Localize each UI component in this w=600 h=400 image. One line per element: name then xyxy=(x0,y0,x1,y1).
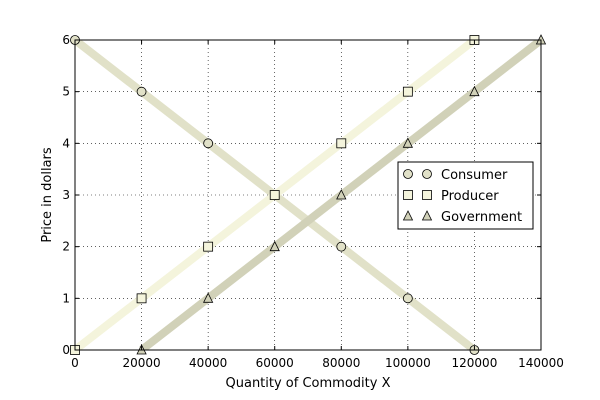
x-axis-label: Quantity of Commodity X xyxy=(226,376,391,391)
legend-label: Government xyxy=(441,210,522,225)
data-point xyxy=(336,241,347,252)
x-tick-label: 60000 xyxy=(256,356,294,370)
x-tick-label: 0 xyxy=(71,356,79,370)
legend-marker xyxy=(402,210,414,221)
data-point xyxy=(202,292,214,303)
data-point xyxy=(269,190,280,200)
data-point xyxy=(402,86,413,97)
legend-box xyxy=(397,161,534,230)
data-point xyxy=(402,293,413,304)
data-point xyxy=(203,241,214,252)
axis-ticks: 0 20000 40000 60000 80000 100000 120000 140000 0… xyxy=(62,33,564,370)
y-tick-label: 5 xyxy=(62,85,70,99)
data-point xyxy=(136,86,147,97)
legend-marker xyxy=(422,190,432,200)
series-government xyxy=(136,34,547,355)
data-point xyxy=(203,138,214,149)
legend-entry-consumer: Consumer xyxy=(403,168,508,183)
x-tick-label: 20000 xyxy=(122,356,160,370)
series-group xyxy=(70,34,547,355)
y-tick-label: 6 xyxy=(62,33,70,47)
data-point xyxy=(336,138,347,149)
data-point xyxy=(136,293,147,304)
y-tick-label: 3 xyxy=(62,188,70,202)
y-tick-label: 4 xyxy=(62,136,70,150)
legend-marker xyxy=(403,169,413,179)
data-point xyxy=(269,240,280,252)
x-tick-label: 100000 xyxy=(385,356,431,370)
data-point xyxy=(402,137,414,148)
y-axis-label: Price in dollars xyxy=(40,147,55,243)
legend-label: Producer xyxy=(441,189,499,204)
data-point xyxy=(469,85,480,97)
y-tick-label: 0 xyxy=(62,343,70,357)
legend: Consumer Producer Government xyxy=(397,161,534,230)
y-tick-label: 1 xyxy=(62,291,70,305)
x-tick-label: 40000 xyxy=(189,356,227,370)
legend-marker xyxy=(403,190,413,200)
x-tick-label: 140000 xyxy=(518,356,564,370)
legend-label: Consumer xyxy=(441,168,508,183)
x-tick-label: 120000 xyxy=(452,356,498,370)
y-tick-label: 2 xyxy=(62,240,70,254)
data-point xyxy=(336,189,347,200)
legend-marker xyxy=(421,210,433,221)
legend-marker xyxy=(422,169,432,179)
x-tick-label: 80000 xyxy=(322,356,360,370)
legend-entry-producer: Producer xyxy=(403,189,499,204)
legend-entry-government: Government xyxy=(402,210,522,225)
